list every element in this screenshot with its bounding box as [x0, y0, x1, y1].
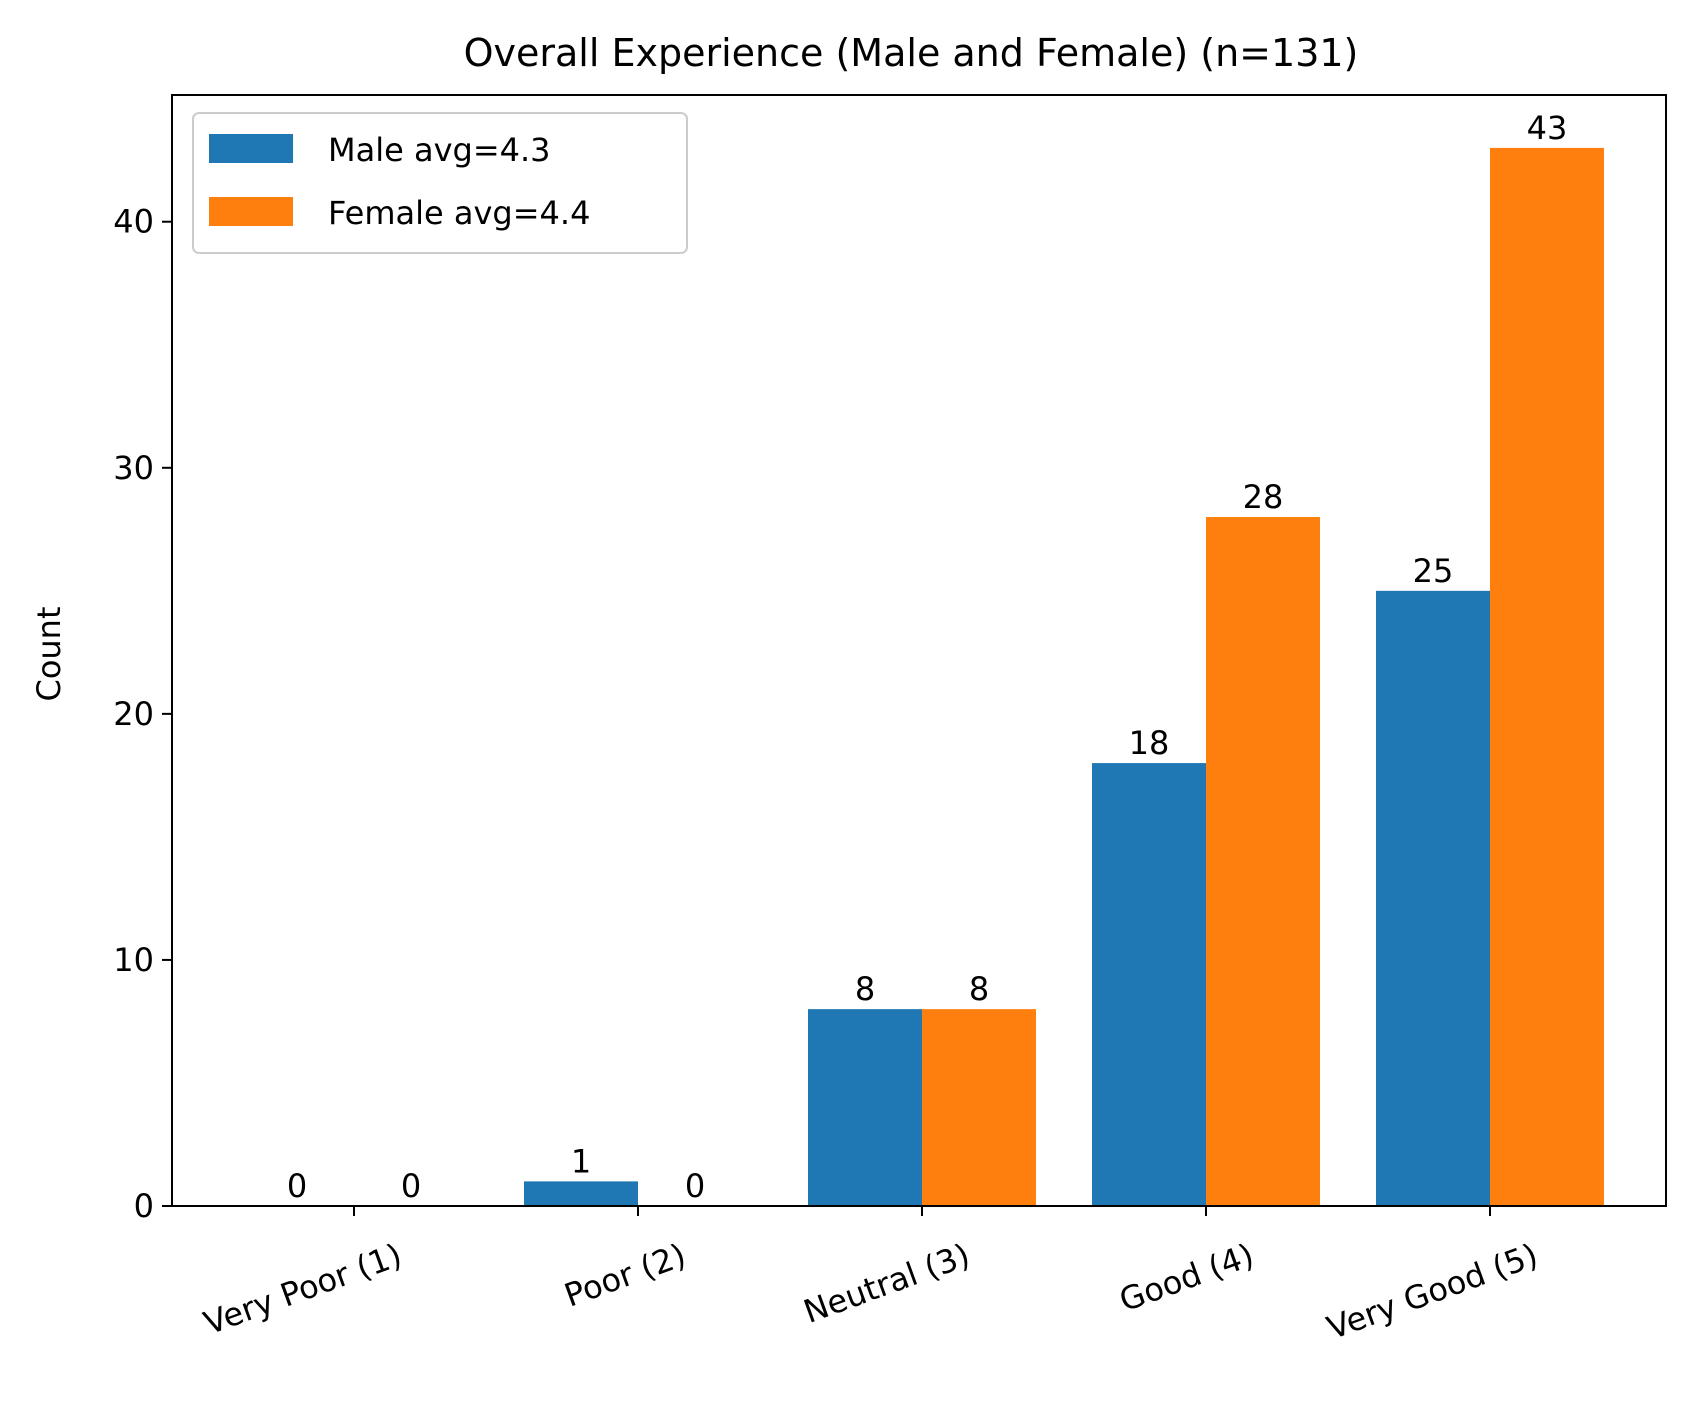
legend-swatch-male	[209, 134, 293, 163]
data-label-female-3: 8	[969, 970, 989, 1008]
data-label-female-5: 43	[1527, 109, 1568, 147]
bar-male-2	[524, 1181, 638, 1206]
legend-swatch-female	[209, 197, 293, 226]
y-tick-label-20: 20	[113, 695, 154, 733]
plot-frame	[171, 94, 1667, 1207]
legend-label-female: Female avg=4.4	[328, 194, 590, 232]
data-label-male-2: 1	[571, 1142, 591, 1180]
data-label-female-4: 28	[1243, 478, 1284, 516]
data-label-male-1: 0	[287, 1167, 307, 1205]
y-tick-label-0: 0	[134, 1187, 154, 1225]
data-label-female-1: 0	[401, 1167, 421, 1205]
chart-title: Overall Experience (Male and Female) (n=…	[464, 31, 1359, 75]
bar-female-3	[922, 1009, 1036, 1206]
y-tick-label-40: 40	[113, 203, 154, 241]
legend: Male avg=4.3 Female avg=4.4	[192, 112, 688, 254]
bar-female-4	[1206, 517, 1320, 1206]
legend-label-male: Male avg=4.3	[328, 131, 551, 169]
data-labels-group: 0 0 1 0 8 8 18 28 25 43	[287, 109, 1568, 1205]
y-axis-label: Count	[30, 606, 68, 701]
y-tick-label-30: 30	[113, 449, 154, 487]
bar-male-4	[1092, 763, 1206, 1206]
bars-group	[524, 147, 1604, 1206]
data-label-male-5: 25	[1413, 552, 1454, 590]
data-label-male-4: 18	[1129, 724, 1170, 762]
data-label-male-3: 8	[855, 970, 875, 1008]
legend-box	[192, 112, 688, 254]
y-tick-label-10: 10	[113, 941, 154, 979]
bar-female-5	[1490, 147, 1604, 1206]
bar-male-3	[808, 1009, 922, 1206]
data-label-female-2: 0	[685, 1167, 705, 1205]
bar-male-5	[1376, 590, 1490, 1206]
